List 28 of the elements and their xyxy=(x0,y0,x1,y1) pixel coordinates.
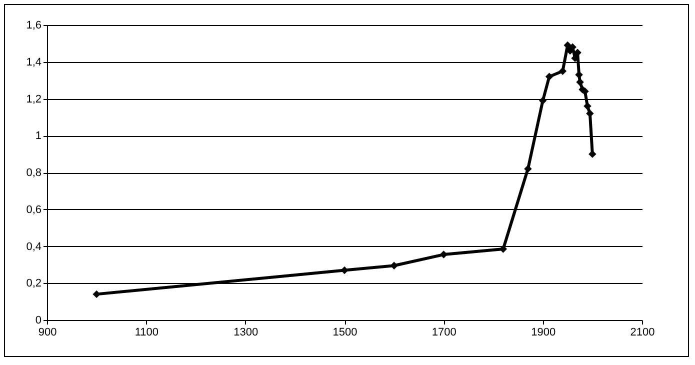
x-tick-label: 2100 xyxy=(630,326,655,338)
point xyxy=(588,150,596,158)
point xyxy=(586,110,594,118)
point xyxy=(524,164,532,173)
point xyxy=(92,290,100,298)
point xyxy=(576,78,584,86)
x-tick-label: 1500 xyxy=(332,326,358,338)
y-tick-label: 0,8 xyxy=(26,167,42,179)
x-tick-label: 1900 xyxy=(531,326,556,338)
point xyxy=(499,245,508,253)
y-tick-label: 0,4 xyxy=(26,240,42,253)
x-tick-label: 1300 xyxy=(234,326,258,338)
x-tick-label: 1100 xyxy=(134,326,158,338)
y-tick-label: 1,6 xyxy=(26,20,42,32)
y-tick-label: 1 xyxy=(35,130,42,142)
y-tick-label: 0,2 xyxy=(26,278,42,290)
point xyxy=(538,96,547,104)
y-tick-label: 0 xyxy=(35,314,42,326)
point xyxy=(584,102,592,110)
point xyxy=(390,262,398,270)
point xyxy=(558,67,567,75)
x-tick-label: 1700 xyxy=(432,326,456,338)
x-tick-label: 900 xyxy=(38,326,57,338)
y-tick-label: 1,2 xyxy=(26,93,42,106)
y-tick-label: 0,6 xyxy=(26,204,42,216)
y-tick-label: 1,4 xyxy=(26,56,42,68)
point xyxy=(340,266,348,274)
point xyxy=(545,72,554,80)
